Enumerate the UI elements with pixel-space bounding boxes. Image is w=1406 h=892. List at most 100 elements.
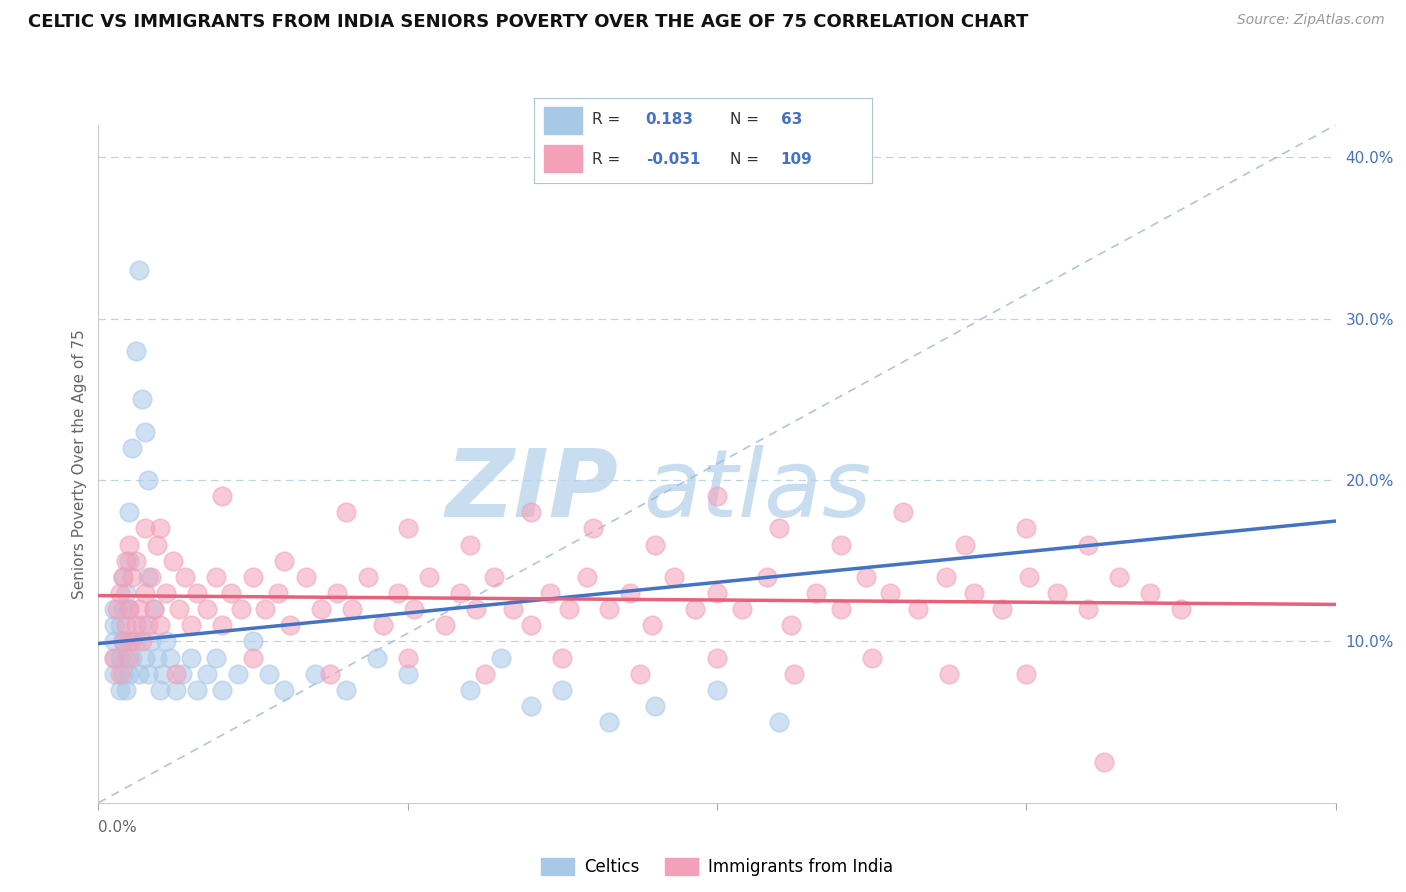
Bar bbox=[544, 107, 582, 134]
Point bbox=[257, 666, 280, 681]
Point bbox=[780, 618, 803, 632]
Point bbox=[502, 602, 524, 616]
Point bbox=[108, 682, 131, 697]
Point bbox=[830, 537, 852, 551]
Point bbox=[195, 602, 218, 616]
Point bbox=[366, 650, 388, 665]
Text: Source: ZipAtlas.com: Source: ZipAtlas.com bbox=[1237, 13, 1385, 28]
Point bbox=[124, 618, 146, 632]
Point bbox=[221, 586, 243, 600]
Point bbox=[136, 618, 159, 632]
Point bbox=[115, 554, 138, 568]
Point bbox=[938, 666, 960, 681]
Text: R =: R = bbox=[592, 152, 620, 167]
Point bbox=[174, 570, 197, 584]
Point bbox=[598, 602, 620, 616]
Point bbox=[1077, 537, 1099, 551]
Point bbox=[143, 602, 166, 616]
Point bbox=[304, 666, 326, 681]
Point bbox=[121, 441, 143, 455]
Point bbox=[484, 570, 506, 584]
Point bbox=[186, 682, 208, 697]
Point bbox=[520, 505, 543, 519]
Point bbox=[879, 586, 901, 600]
Point bbox=[186, 586, 208, 600]
Point bbox=[139, 570, 162, 584]
Point bbox=[180, 650, 202, 665]
Point bbox=[706, 489, 728, 503]
Point bbox=[520, 698, 543, 713]
Point bbox=[131, 618, 153, 632]
Point bbox=[242, 570, 264, 584]
Point bbox=[990, 602, 1012, 616]
Point bbox=[768, 715, 790, 730]
Text: ZIP: ZIP bbox=[446, 445, 619, 537]
Point bbox=[149, 618, 172, 632]
Point bbox=[103, 602, 125, 616]
Point bbox=[103, 666, 125, 681]
Bar bbox=[544, 145, 582, 172]
Point bbox=[731, 602, 754, 616]
Point bbox=[273, 554, 295, 568]
Point bbox=[108, 586, 131, 600]
Point bbox=[128, 666, 150, 681]
Point bbox=[356, 570, 378, 584]
Text: N =: N = bbox=[730, 112, 759, 127]
Point bbox=[112, 666, 135, 681]
Point bbox=[273, 682, 295, 697]
Point bbox=[418, 570, 440, 584]
Y-axis label: Seniors Poverty Over the Age of 75: Seniors Poverty Over the Age of 75 bbox=[72, 329, 87, 599]
Point bbox=[242, 650, 264, 665]
Point bbox=[108, 666, 131, 681]
Text: 63: 63 bbox=[780, 112, 801, 127]
Point bbox=[155, 586, 177, 600]
Point bbox=[325, 586, 347, 600]
Point bbox=[165, 666, 187, 681]
Point bbox=[860, 650, 883, 665]
Text: N =: N = bbox=[730, 152, 759, 167]
Point bbox=[474, 666, 496, 681]
Point bbox=[108, 650, 131, 665]
Point bbox=[1015, 666, 1038, 681]
Point bbox=[112, 570, 135, 584]
Point bbox=[134, 521, 156, 535]
Point bbox=[139, 634, 162, 648]
Point bbox=[162, 554, 184, 568]
Point bbox=[489, 650, 512, 665]
Point bbox=[108, 618, 131, 632]
Point bbox=[538, 586, 561, 600]
Point bbox=[619, 586, 641, 600]
Point bbox=[706, 650, 728, 665]
Point bbox=[115, 682, 138, 697]
Point bbox=[205, 570, 228, 584]
Point bbox=[855, 570, 877, 584]
Point bbox=[118, 505, 141, 519]
Point bbox=[641, 618, 664, 632]
Text: CELTIC VS IMMIGRANTS FROM INDIA SENIORS POVERTY OVER THE AGE OF 75 CORRELATION C: CELTIC VS IMMIGRANTS FROM INDIA SENIORS … bbox=[28, 13, 1029, 31]
Point bbox=[294, 570, 316, 584]
Point bbox=[205, 650, 228, 665]
Point bbox=[706, 586, 728, 600]
Point bbox=[131, 634, 153, 648]
Point bbox=[755, 570, 778, 584]
Text: 0.0%: 0.0% bbox=[98, 820, 138, 835]
Point bbox=[396, 650, 419, 665]
Point bbox=[124, 343, 146, 358]
Point bbox=[118, 650, 141, 665]
Point bbox=[118, 537, 141, 551]
Point bbox=[706, 682, 728, 697]
Point bbox=[551, 650, 574, 665]
Point bbox=[1046, 586, 1069, 600]
Point bbox=[1170, 602, 1192, 616]
Point bbox=[115, 650, 138, 665]
Point bbox=[1077, 602, 1099, 616]
Point bbox=[118, 554, 141, 568]
Point bbox=[211, 618, 233, 632]
Point bbox=[112, 570, 135, 584]
Point bbox=[118, 602, 141, 616]
Point bbox=[146, 537, 169, 551]
Point bbox=[520, 618, 543, 632]
Point bbox=[128, 263, 150, 277]
Point bbox=[124, 634, 146, 648]
Point bbox=[458, 537, 481, 551]
